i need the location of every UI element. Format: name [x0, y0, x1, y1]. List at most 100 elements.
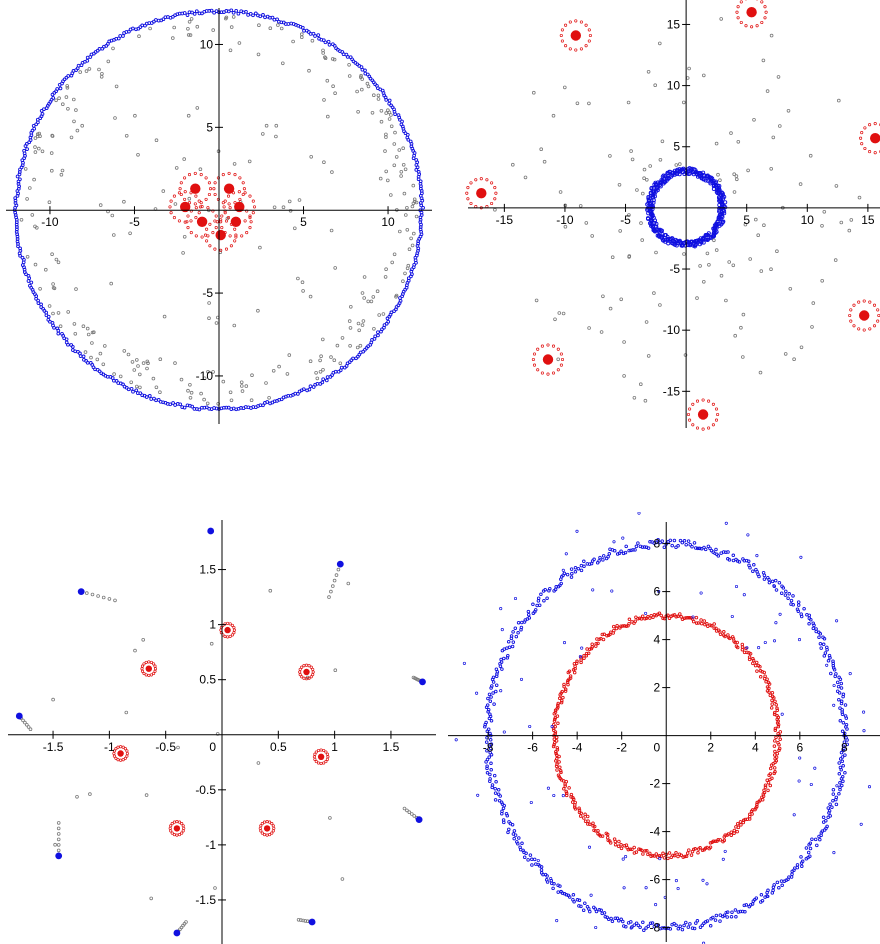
- grey-point: [683, 353, 688, 357]
- y-tick-label: -4: [650, 825, 661, 839]
- x-tick-label: 2: [707, 741, 714, 755]
- blue-circle-point: [321, 377, 326, 382]
- scatter-point: [549, 877, 553, 881]
- blue-circle-point: [845, 742, 849, 747]
- grey-point: [608, 154, 612, 158]
- blue-circle-point: [827, 653, 832, 658]
- blue-circle-point: [844, 722, 849, 727]
- blue-circle-point: [821, 815, 826, 820]
- grey-point: [646, 354, 651, 358]
- blue-circle-point: [795, 607, 800, 611]
- grey-point: [366, 299, 371, 304]
- red-circle-point: [735, 821, 740, 826]
- blue-circle-point: [239, 9, 244, 14]
- red-point: [190, 183, 201, 194]
- red-circle-point: [714, 626, 718, 631]
- grey-point: [849, 218, 854, 222]
- blue-circle-point: [779, 591, 784, 595]
- blue-circle-point: [552, 589, 556, 593]
- blue-circle-point: [800, 859, 805, 864]
- red-halo-point: [144, 673, 148, 677]
- grey-point: [714, 141, 719, 146]
- grey-point: [808, 153, 813, 158]
- blue-circle-point: [834, 795, 839, 800]
- red-halo-point: [187, 173, 192, 177]
- blue-circle-point: [386, 319, 391, 324]
- grey-point: [186, 113, 191, 118]
- red-halo-point: [227, 202, 231, 206]
- red-circle-point: [596, 641, 600, 646]
- blue-circle-point: [843, 753, 847, 757]
- red-halo-point: [465, 191, 469, 195]
- red-circle-point: [755, 804, 759, 809]
- grey-point: [389, 113, 393, 117]
- grey-point: [100, 72, 104, 76]
- blue-circle-point: [796, 603, 801, 607]
- red-circle-point: [679, 615, 683, 619]
- red-circle-point: [557, 760, 561, 764]
- red-halo-point: [556, 347, 560, 351]
- grey-point: [716, 172, 720, 177]
- red-halo-point: [220, 214, 224, 218]
- red-halo-point: [233, 239, 237, 243]
- red-halo-point: [194, 194, 198, 198]
- grey-point: [333, 668, 338, 673]
- red-halo-point: [208, 187, 213, 191]
- red-halo-point: [863, 126, 867, 130]
- red-circle-point: [578, 814, 583, 818]
- red-circle-point: [770, 698, 774, 703]
- red-circle-point: [566, 678, 570, 683]
- red-halo-point: [324, 760, 328, 764]
- blue-circle-point: [493, 786, 497, 791]
- blue-circle-point: [197, 11, 202, 16]
- red-circle-point: [772, 744, 777, 748]
- red-halo-point: [763, 16, 767, 20]
- y-tick-label: -5: [669, 262, 680, 276]
- red-halo-point: [860, 142, 864, 146]
- grey-point: [401, 163, 406, 167]
- blue-circle-point: [507, 827, 511, 832]
- grey-point: [78, 70, 82, 74]
- grey-point: [360, 77, 365, 81]
- red-halo-point: [119, 758, 123, 762]
- scatter-point: [594, 925, 598, 930]
- blue-tail-point: [107, 597, 112, 601]
- grey-point: [136, 364, 140, 368]
- red-halo-point: [169, 211, 173, 215]
- red-circle-point: [606, 633, 611, 638]
- red-halo-point: [223, 199, 227, 203]
- scatter-point: [621, 857, 625, 861]
- red-circle-point: [694, 615, 699, 620]
- red-circle-point: [713, 839, 718, 844]
- red-circle-point: [774, 703, 778, 707]
- blue-circle-point: [214, 9, 219, 13]
- red-circle-point: [561, 695, 565, 700]
- grey-point: [371, 93, 376, 97]
- blue-circle-point: [638, 544, 643, 549]
- scatter-point: [499, 607, 503, 611]
- blue-circle-point: [556, 890, 560, 894]
- blue-circle-point: [718, 913, 723, 917]
- scatter-point: [561, 794, 565, 798]
- grey-point: [249, 398, 254, 403]
- blue-circle-point: [672, 921, 676, 926]
- blue-circle-point: [835, 689, 840, 693]
- blue-circle-point: [261, 13, 265, 17]
- blue-circle-point: [539, 868, 544, 872]
- grey-point: [340, 877, 345, 881]
- grey-point: [60, 168, 65, 173]
- blue-circle-point: [324, 378, 329, 383]
- grey-point: [40, 149, 45, 154]
- grey-point: [209, 641, 214, 646]
- blue-circle-point: [326, 39, 331, 44]
- blue-point: [419, 678, 426, 686]
- red-circle-point: [556, 721, 560, 726]
- red-point: [117, 750, 124, 757]
- grey-point: [553, 317, 557, 322]
- blue-circle-point: [844, 736, 848, 740]
- grey-point: [88, 792, 92, 796]
- red-circle-point: [773, 739, 777, 743]
- red-circle-point: [768, 693, 773, 698]
- red-circle-point: [648, 851, 652, 856]
- blue-tail-point: [90, 592, 95, 597]
